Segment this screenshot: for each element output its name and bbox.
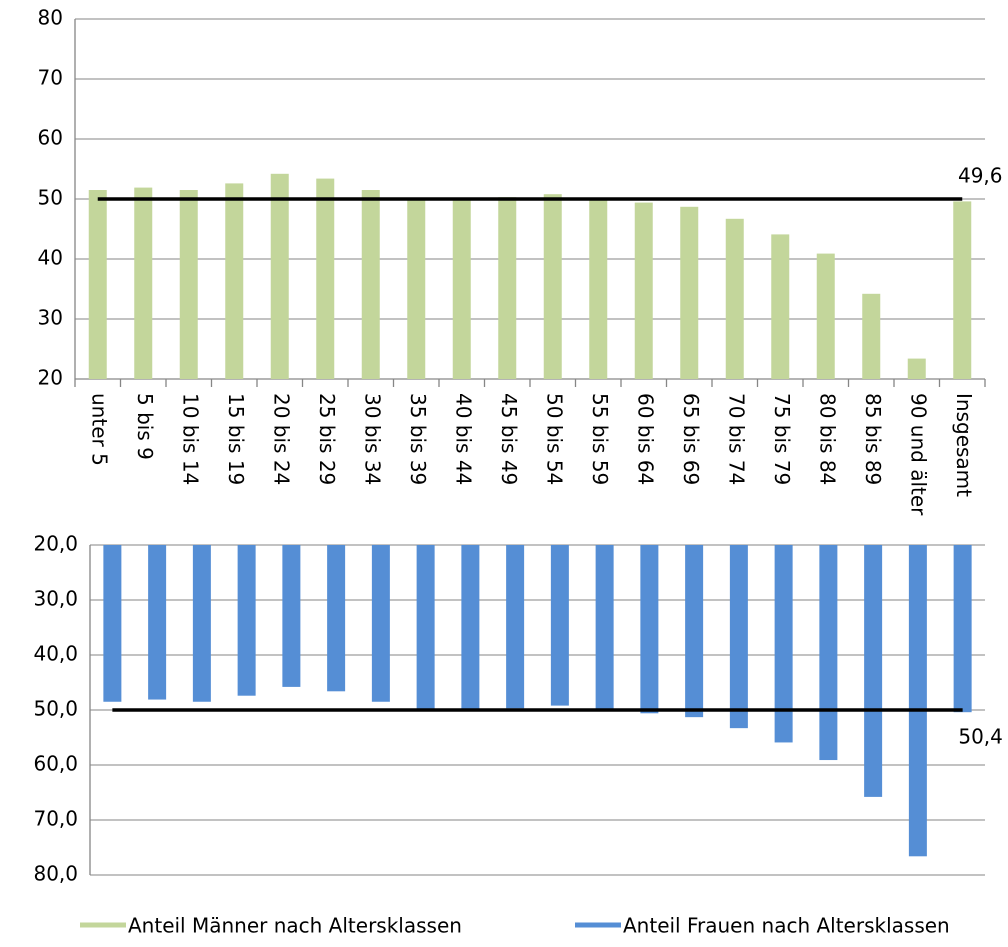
bar (819, 545, 838, 761)
bar (179, 190, 198, 379)
x-tick-label: 35 bis 39 (406, 393, 430, 485)
bar (729, 545, 748, 729)
bar (237, 545, 256, 696)
bar (953, 201, 972, 379)
bar (550, 545, 569, 706)
bar (595, 545, 614, 710)
x-tick-label: 20 bis 24 (269, 393, 293, 485)
bar (225, 183, 244, 379)
legend-label: Anteil Frauen nach Altersklassen (623, 914, 950, 938)
x-tick-label: 25 bis 29 (315, 393, 339, 485)
bar (134, 187, 153, 379)
bar (774, 545, 793, 743)
bar (148, 545, 167, 700)
y-tick-label: 70 (38, 66, 63, 90)
x-tick-label: 70 bis 74 (724, 393, 748, 485)
x-tick-label: 80 bis 84 (815, 393, 839, 485)
x-tick-label: 5 bis 9 (133, 393, 157, 460)
bar (316, 178, 335, 379)
bar (103, 545, 122, 702)
x-tick-label: 45 bis 49 (497, 393, 521, 485)
y-tick-label: 50 (38, 186, 63, 210)
y-tick-label: 80,0 (33, 862, 78, 886)
bar (270, 173, 289, 379)
x-tick-label: 55 bis 59 (588, 393, 612, 485)
bar (371, 545, 390, 702)
y-tick-label: 70,0 (33, 807, 78, 831)
bar (88, 190, 107, 379)
y-tick-label: 30,0 (33, 587, 78, 611)
y-tick-label: 80 (38, 6, 63, 30)
value-label: 50,4 (958, 725, 1003, 749)
bar (862, 293, 881, 379)
bar (680, 206, 699, 379)
legend-label: Anteil Männer nach Altersklassen (128, 914, 462, 938)
x-tick-label: 90 und älter (906, 393, 930, 516)
x-tick-label: 65 bis 69 (679, 393, 703, 485)
bar (816, 253, 835, 379)
y-tick-label: 20 (38, 366, 63, 390)
x-tick-label: 50 bis 54 (542, 393, 566, 485)
bar (543, 194, 562, 379)
bar (452, 197, 471, 379)
bar (282, 545, 301, 687)
x-tick-label: 85 bis 89 (861, 393, 885, 485)
bar (771, 234, 790, 379)
bar (192, 545, 211, 702)
y-tick-label: 40 (38, 246, 63, 270)
x-tick-label: 10 bis 14 (178, 393, 202, 485)
y-tick-label: 40,0 (33, 642, 78, 666)
x-tick-label: 15 bis 19 (224, 393, 248, 485)
y-tick-label: 60 (38, 126, 63, 150)
bar (640, 545, 659, 714)
x-tick-label: Insgesamt (952, 393, 976, 497)
bar (953, 545, 972, 713)
y-tick-label: 30 (38, 306, 63, 330)
x-tick-label: 75 bis 79 (770, 393, 794, 485)
bar (361, 190, 380, 379)
y-tick-label: 50,0 (33, 697, 78, 721)
bar (461, 545, 480, 709)
bar (407, 198, 426, 379)
bar (416, 545, 435, 710)
bar (506, 545, 525, 709)
y-tick-label: 20,0 (33, 532, 78, 556)
x-tick-label: 60 bis 64 (633, 393, 657, 485)
bar (907, 358, 926, 379)
bar (864, 545, 883, 797)
bar (685, 545, 704, 718)
bar (589, 198, 608, 379)
bar (725, 218, 744, 379)
bar (634, 202, 653, 379)
x-tick-label: 30 bis 34 (360, 393, 384, 485)
bar (908, 545, 927, 857)
bar (327, 545, 346, 692)
bar (498, 197, 517, 379)
value-label: 49,6 (958, 164, 1003, 188)
y-tick-label: 60,0 (33, 752, 78, 776)
x-tick-label: 40 bis 44 (451, 393, 475, 485)
x-tick-label: unter 5 (87, 393, 111, 466)
